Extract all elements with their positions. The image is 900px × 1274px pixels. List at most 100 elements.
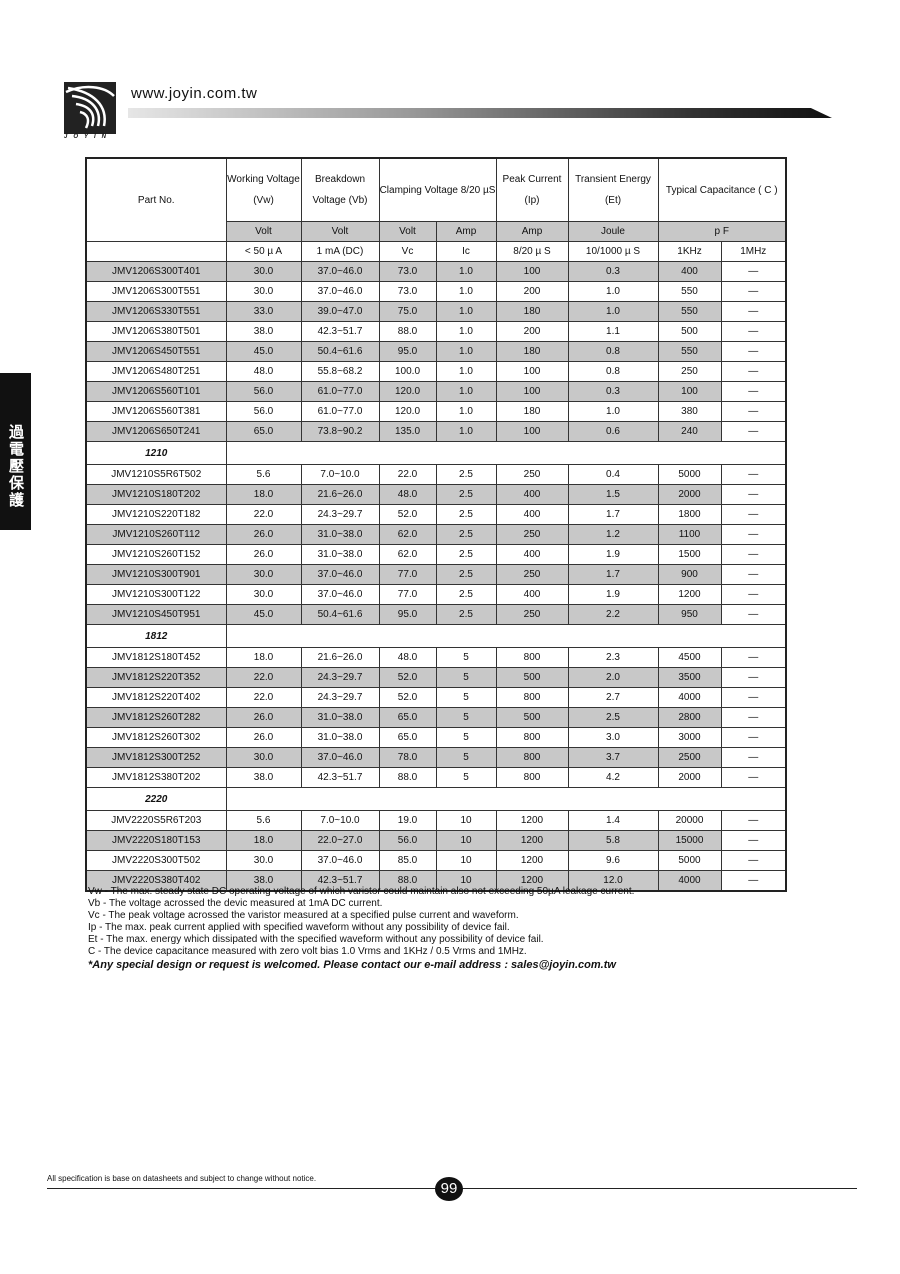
cell-vc: 62.0 [378, 544, 437, 565]
cell-et: 2.0 [567, 667, 659, 688]
cell-ic: 2.5 [435, 464, 497, 485]
table-row: JMV1210S5R6T502 5.6 7.0~10.0 22.0 2.5 250 0.4 5… [85, 464, 787, 485]
cell-vb: 73.8~90.2 [300, 421, 380, 442]
table-row: JMV1812S220T352 22.0 24.3~29.7 52.0 5 500 2.0 3… [85, 667, 787, 688]
cell-cap-1mhz: — [720, 361, 787, 382]
cell-cap-1mhz: — [720, 524, 787, 545]
cell-vw: 56.0 [225, 381, 302, 402]
cell-ic: 2.5 [435, 564, 497, 585]
condition: 1 mA (DC) [300, 241, 380, 262]
header-working-voltage: Working Voltage (Vw) [225, 157, 302, 222]
cell-cap-1khz: 240 [657, 421, 722, 442]
cell-ic: 10 [435, 850, 497, 871]
cell-part-no: JMV1206S330T551 [85, 301, 227, 322]
cell-part-no: JMV1206S380T501 [85, 321, 227, 342]
cell-et: 1.9 [567, 544, 659, 565]
cell-vc: 120.0 [378, 401, 437, 422]
cell-cap-1mhz: — [720, 707, 787, 728]
footer-disclaimer: All specification is base on datasheets … [47, 1174, 317, 1183]
cell-et: 9.6 [567, 850, 659, 871]
cell-vb: 7.0~10.0 [300, 464, 380, 485]
cell-part-no: JMV1812S300T252 [85, 747, 227, 768]
cell-cap-1mhz: — [720, 810, 787, 831]
cell-vw: 5.6 [225, 464, 302, 485]
cell-vb: 24.3~29.7 [300, 667, 380, 688]
cell-et: 0.8 [567, 361, 659, 382]
logo-text: JOYIN [64, 134, 113, 140]
group-label: 1812 [85, 624, 227, 648]
cell-ic: 2.5 [435, 544, 497, 565]
cell-ip: 500 [495, 667, 569, 688]
cell-cap-1khz: 20000 [657, 810, 722, 831]
cell-vc: 65.0 [378, 727, 437, 748]
table-row: JMV2220S300T502 30.0 37.0~46.0 85.0 10 1200 9.… [85, 850, 787, 871]
cell-vb: 37.0~46.0 [300, 747, 380, 768]
group-blank [225, 787, 787, 811]
cell-cap-1khz: 1500 [657, 544, 722, 565]
cell-vb: 21.6~26.0 [300, 484, 380, 505]
cell-vw: 26.0 [225, 524, 302, 545]
cell-ip: 250 [495, 524, 569, 545]
cell-cap-1mhz: — [720, 281, 787, 302]
note-et: Et - The max. energy which dissipated wi… [88, 934, 544, 945]
cell-vb: 24.3~29.7 [300, 504, 380, 525]
cell-vb: 39.0~47.0 [300, 301, 380, 322]
cell-part-no: JMV1210S300T122 [85, 584, 227, 605]
cell-part-no: JMV1210S450T951 [85, 604, 227, 625]
cell-vc: 120.0 [378, 381, 437, 402]
cell-vb: 37.0~46.0 [300, 850, 380, 871]
condition: 10/1000 µ S [567, 241, 659, 262]
cell-vb: 24.3~29.7 [300, 687, 380, 708]
cell-ic: 10 [435, 830, 497, 851]
cell-vc: 135.0 [378, 421, 437, 442]
cell-cap-1khz: 500 [657, 321, 722, 342]
cell-cap-1mhz: — [720, 850, 787, 871]
cell-ip: 180 [495, 341, 569, 362]
cell-ip: 180 [495, 401, 569, 422]
cell-cap-1khz: 550 [657, 301, 722, 322]
cell-et: 0.6 [567, 421, 659, 442]
cell-ic: 2.5 [435, 584, 497, 605]
table-row: JMV1206S330T551 33.0 39.0~47.0 75.0 1.0 180 1.… [85, 301, 787, 322]
cell-et: 1.1 [567, 321, 659, 342]
cell-cap-1khz: 550 [657, 281, 722, 302]
cell-vb: 37.0~46.0 [300, 281, 380, 302]
cell-part-no: JMV2220S5R6T203 [85, 810, 227, 831]
table-row: JMV1210S450T951 45.0 50.4~61.6 95.0 2.5 250 2.… [85, 604, 787, 625]
cell-part-no: JMV1812S380T202 [85, 767, 227, 788]
cell-et: 4.2 [567, 767, 659, 788]
cell-cap-1mhz: — [720, 261, 787, 282]
cell-vw: 5.6 [225, 810, 302, 831]
cell-part-no: JMV2220S380T402 [85, 870, 227, 892]
cell-et: 1.0 [567, 281, 659, 302]
cell-vw: 56.0 [225, 401, 302, 422]
cell-vc: 95.0 [378, 341, 437, 362]
cell-part-no: JMV1206S450T551 [85, 341, 227, 362]
table-row: JMV1812S380T202 38.0 42.3~51.7 88.0 5 800 4.2 2… [85, 767, 787, 788]
cell-vw: 33.0 [225, 301, 302, 322]
group-blank [225, 624, 787, 648]
cell-ip: 800 [495, 647, 569, 668]
contact-note: *Any special design or request is welcom… [88, 959, 616, 971]
cell-cap-1khz: 380 [657, 401, 722, 422]
cell-cap-1mhz: — [720, 484, 787, 505]
cell-vb: 42.3~51.7 [300, 321, 380, 342]
cell-cap-1khz: 5000 [657, 464, 722, 485]
cell-part-no: JMV1210S5R6T502 [85, 464, 227, 485]
cell-ic: 5 [435, 727, 497, 748]
table-row: JMV1812S260T302 26.0 31.0~38.0 65.0 5 800 3.0 3… [85, 727, 787, 748]
header-capacitance: Typical Capacitance ( C ) [657, 157, 787, 222]
conditions-row: < 50 µ A 1 mA (DC) Vc Ic 8/20 µ S 10/100… [85, 241, 787, 262]
cell-et: 0.8 [567, 341, 659, 362]
cell-ic: 1.0 [435, 321, 497, 342]
table-row: JMV1812S260T282 26.0 31.0~38.0 65.0 5 500 2.5 2… [85, 707, 787, 728]
cell-vw: 22.0 [225, 687, 302, 708]
cell-vb: 7.0~10.0 [300, 810, 380, 831]
cell-part-no: JMV1812S180T452 [85, 647, 227, 668]
cell-vc: 48.0 [378, 647, 437, 668]
cell-vw: 45.0 [225, 604, 302, 625]
table-row: JMV1210S260T152 26.0 31.0~38.0 62.0 2.5 400 1.… [85, 544, 787, 565]
group-header-row: 1812 [85, 624, 787, 648]
cell-cap-1khz: 900 [657, 564, 722, 585]
cell-vb: 22.0~27.0 [300, 830, 380, 851]
